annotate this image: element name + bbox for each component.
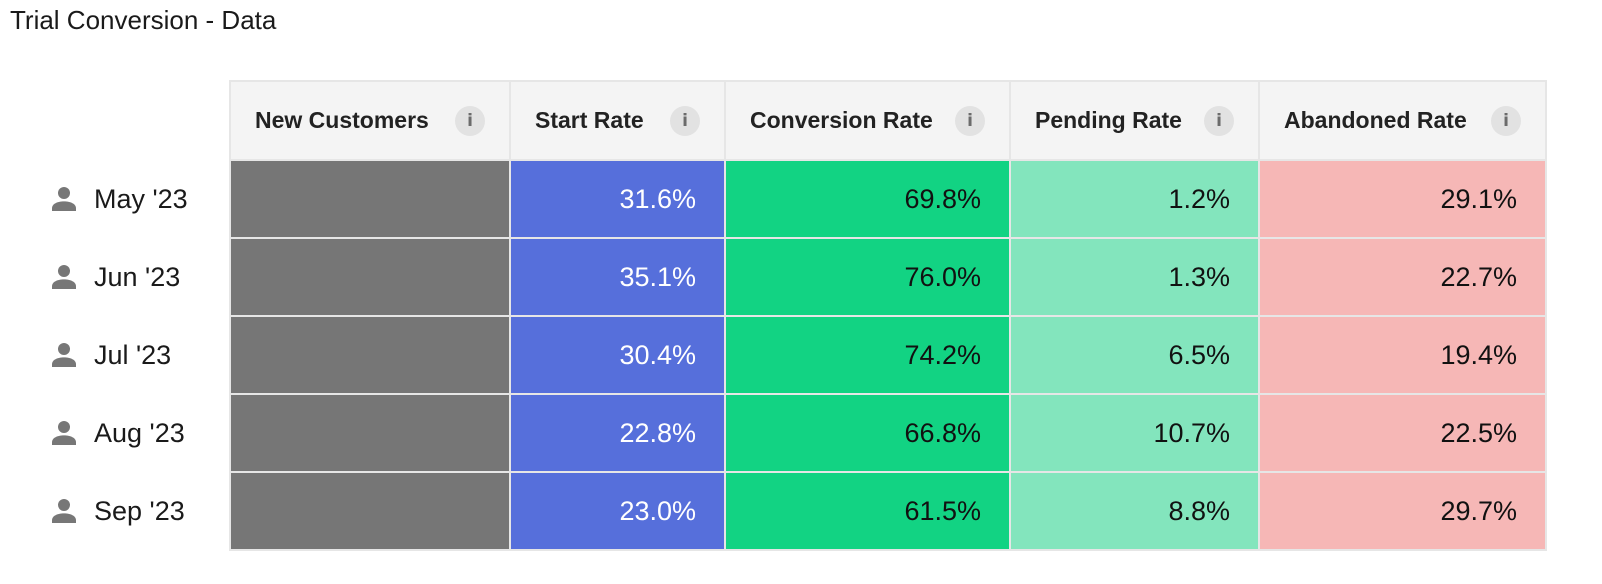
- info-icon[interactable]: i: [955, 105, 985, 136]
- cell-pending-rate[interactable]: 8.8%: [1009, 471, 1260, 551]
- cell-conversion-rate[interactable]: 74.2%: [724, 315, 1011, 395]
- cell-new-customers[interactable]: [229, 471, 511, 551]
- column-header-label: Pending Rate: [1035, 107, 1182, 133]
- row-label: Aug '23: [0, 394, 230, 472]
- info-icon[interactable]: i: [1204, 105, 1234, 136]
- row-label-text: Sep '23: [94, 495, 185, 526]
- row-label: Sep '23: [0, 472, 230, 550]
- cell-conversion-rate[interactable]: 76.0%: [724, 237, 1011, 317]
- info-icon[interactable]: i: [670, 105, 700, 136]
- cell-conversion-rate[interactable]: 69.8%: [724, 159, 1011, 239]
- cell-pending-rate[interactable]: 10.7%: [1009, 393, 1260, 473]
- column-header-label: Abandoned Rate: [1284, 107, 1467, 133]
- cell-start-rate[interactable]: 22.8%: [509, 393, 726, 473]
- cell-abandoned-rate[interactable]: 22.7%: [1258, 237, 1547, 317]
- person-icon: [52, 265, 76, 289]
- column-header-pending-rate[interactable]: Pending Rate i: [1009, 80, 1260, 161]
- page-title: Trial Conversion - Data: [10, 5, 277, 35]
- cell-pending-rate[interactable]: 6.5%: [1009, 315, 1260, 395]
- cell-abandoned-rate[interactable]: 22.5%: [1258, 393, 1547, 473]
- cell-start-rate[interactable]: 23.0%: [509, 471, 726, 551]
- cell-new-customers[interactable]: [229, 315, 511, 395]
- cell-conversion-rate[interactable]: 61.5%: [724, 471, 1011, 551]
- cell-start-rate[interactable]: 31.6%: [509, 159, 726, 239]
- cell-pending-rate[interactable]: 1.2%: [1009, 159, 1260, 239]
- row-label-text: Jun '23: [94, 261, 181, 292]
- cell-start-rate[interactable]: 30.4%: [509, 315, 726, 395]
- cell-abandoned-rate[interactable]: 29.7%: [1258, 471, 1547, 551]
- person-icon: [52, 499, 76, 523]
- table-header-row: New Customers i Start Rate i Conversion …: [0, 80, 1547, 161]
- row-label-text: Aug '23: [94, 417, 185, 448]
- person-icon: [52, 343, 76, 367]
- table-row: Jul '23 30.4% 74.2% 6.5% 19.4%: [0, 315, 1547, 395]
- trial-conversion-table: New Customers i Start Rate i Conversion …: [0, 80, 1547, 551]
- column-header-new-customers[interactable]: New Customers i: [229, 80, 511, 161]
- row-label-text: May '23: [94, 183, 188, 214]
- table-corner: [0, 81, 230, 160]
- data-table-container: New Customers i Start Rate i Conversion …: [0, 80, 1547, 551]
- column-header-conversion-rate[interactable]: Conversion Rate i: [724, 80, 1011, 161]
- table-row: Sep '23 23.0% 61.5% 8.8% 29.7%: [0, 471, 1547, 551]
- info-icon[interactable]: i: [455, 105, 485, 136]
- column-header-abandoned-rate[interactable]: Abandoned Rate i: [1258, 80, 1547, 161]
- cell-conversion-rate[interactable]: 66.8%: [724, 393, 1011, 473]
- table-row: Aug '23 22.8% 66.8% 10.7% 22.5%: [0, 393, 1547, 473]
- cell-new-customers[interactable]: [229, 393, 511, 473]
- column-header-start-rate[interactable]: Start Rate i: [509, 80, 726, 161]
- person-icon: [52, 187, 76, 211]
- cell-pending-rate[interactable]: 1.3%: [1009, 237, 1260, 317]
- row-label: May '23: [0, 160, 230, 238]
- cell-new-customers[interactable]: [229, 237, 511, 317]
- person-icon: [52, 421, 76, 445]
- cell-abandoned-rate[interactable]: 29.1%: [1258, 159, 1547, 239]
- cell-new-customers[interactable]: [229, 159, 511, 239]
- row-label: Jun '23: [0, 238, 230, 316]
- info-icon[interactable]: i: [1491, 105, 1521, 136]
- table-row: Jun '23 35.1% 76.0% 1.3% 22.7%: [0, 237, 1547, 317]
- column-header-label: Conversion Rate: [750, 107, 933, 133]
- column-header-label: Start Rate: [535, 107, 644, 133]
- row-label: Jul '23: [0, 316, 230, 394]
- cell-start-rate[interactable]: 35.1%: [509, 237, 726, 317]
- column-header-label: New Customers: [255, 107, 429, 133]
- table-row: May '23 31.6% 69.8% 1.2% 29.1%: [0, 159, 1547, 239]
- row-label-text: Jul '23: [94, 339, 172, 370]
- cell-abandoned-rate[interactable]: 19.4%: [1258, 315, 1547, 395]
